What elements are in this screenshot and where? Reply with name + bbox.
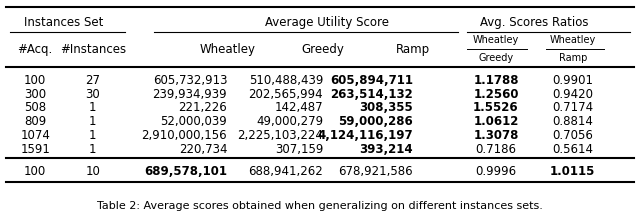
Text: 59,000,286: 59,000,286 (338, 115, 413, 128)
Text: 202,565,994: 202,565,994 (248, 88, 323, 101)
Text: 300: 300 (24, 88, 46, 101)
Text: 100: 100 (24, 165, 46, 178)
Text: 678,921,586: 678,921,586 (338, 165, 413, 178)
Text: #Instances: #Instances (60, 43, 126, 56)
Text: 688,941,262: 688,941,262 (248, 165, 323, 178)
Text: #Acq.: #Acq. (17, 43, 53, 56)
Text: Avg. Scores Ratios: Avg. Scores Ratios (480, 16, 589, 29)
Text: Ramp: Ramp (559, 53, 587, 63)
Text: 809: 809 (24, 115, 46, 128)
Text: Ramp: Ramp (396, 43, 430, 56)
Text: 307,159: 307,159 (275, 143, 323, 156)
Text: 1: 1 (89, 129, 97, 142)
Text: 508: 508 (24, 101, 46, 114)
Text: Wheatley: Wheatley (199, 43, 255, 56)
Text: 1.3078: 1.3078 (474, 129, 518, 142)
Text: 239,934,939: 239,934,939 (152, 88, 227, 101)
Text: 2,910,000,156: 2,910,000,156 (141, 129, 227, 142)
Text: 1.5526: 1.5526 (473, 101, 519, 114)
Text: 0.5614: 0.5614 (552, 143, 593, 156)
Text: Greedy: Greedy (302, 43, 344, 56)
Text: Wheatley: Wheatley (473, 35, 519, 45)
Text: 510,488,439: 510,488,439 (249, 74, 323, 87)
Text: 0.8814: 0.8814 (552, 115, 593, 128)
Text: 1.2560: 1.2560 (473, 88, 519, 101)
Text: 1: 1 (89, 115, 97, 128)
Text: 2,225,103,224: 2,225,103,224 (237, 129, 323, 142)
Text: Greedy: Greedy (479, 53, 513, 63)
Text: 100: 100 (24, 74, 46, 87)
Text: 1.0612: 1.0612 (474, 115, 518, 128)
Text: 1: 1 (89, 101, 97, 114)
Text: 30: 30 (85, 88, 100, 101)
Text: 393,214: 393,214 (359, 143, 413, 156)
Text: 0.9901: 0.9901 (552, 74, 593, 87)
Text: 10: 10 (85, 165, 100, 178)
Text: 689,578,101: 689,578,101 (144, 165, 227, 178)
Text: 49,000,279: 49,000,279 (256, 115, 323, 128)
Text: 308,355: 308,355 (359, 101, 413, 114)
Text: 605,894,711: 605,894,711 (330, 74, 413, 87)
Text: 221,226: 221,226 (179, 101, 227, 114)
Text: 4,124,116,197: 4,124,116,197 (317, 129, 413, 142)
Text: 1: 1 (89, 143, 97, 156)
Text: 0.7174: 0.7174 (552, 101, 593, 114)
Text: 27: 27 (85, 74, 100, 87)
Text: 1591: 1591 (20, 143, 50, 156)
Text: 605,732,913: 605,732,913 (153, 74, 227, 87)
Text: 52,000,039: 52,000,039 (161, 115, 227, 128)
Text: 0.9996: 0.9996 (476, 165, 516, 178)
Text: 220,734: 220,734 (179, 143, 227, 156)
Text: Instances Set: Instances Set (24, 16, 104, 29)
Text: 0.7186: 0.7186 (476, 143, 516, 156)
Text: 0.7056: 0.7056 (552, 129, 593, 142)
Text: 142,487: 142,487 (275, 101, 323, 114)
Text: 1.0115: 1.0115 (550, 165, 595, 178)
Text: Wheatley: Wheatley (550, 35, 596, 45)
Text: 1074: 1074 (20, 129, 50, 142)
Text: Average Utility Score: Average Utility Score (266, 16, 390, 29)
Text: 263,514,132: 263,514,132 (330, 88, 413, 101)
Text: 0.9420: 0.9420 (552, 88, 593, 101)
Text: 1.1788: 1.1788 (473, 74, 519, 87)
Text: Table 2: Average scores obtained when generalizing on different instances sets.: Table 2: Average scores obtained when ge… (97, 201, 543, 212)
